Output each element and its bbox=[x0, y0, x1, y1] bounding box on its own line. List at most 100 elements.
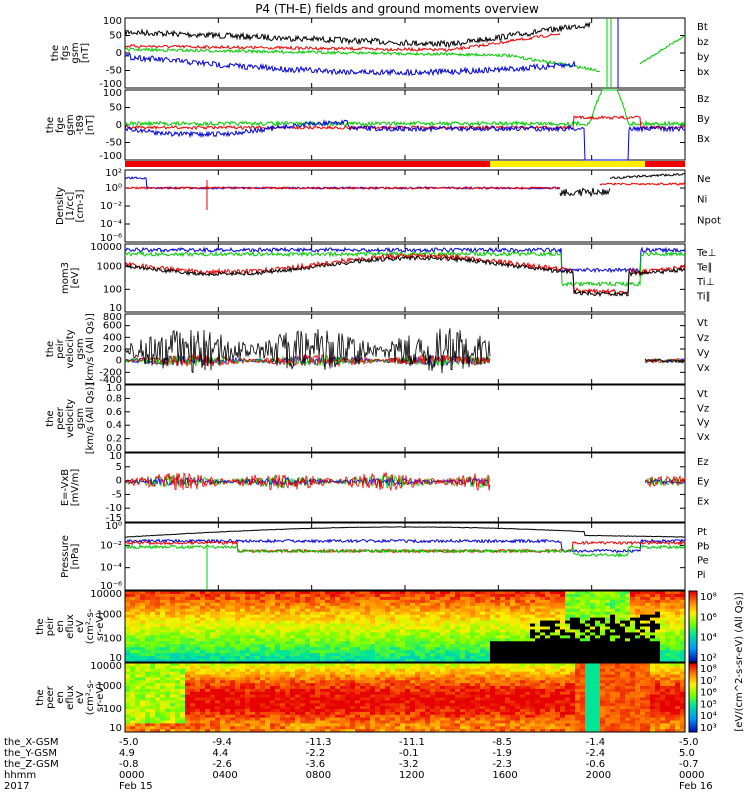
spectrogram-cell bbox=[310, 650, 316, 654]
spectrogram-cell bbox=[150, 674, 156, 678]
spectrogram-cell bbox=[450, 593, 456, 598]
spectrogram-cell bbox=[675, 605, 681, 610]
spectrogram-cell bbox=[225, 647, 231, 651]
spectrogram-cell bbox=[595, 591, 601, 595]
spectrogram-cell bbox=[625, 629, 631, 633]
spectrogram-cell bbox=[485, 683, 491, 687]
spectrogram-cell bbox=[445, 683, 451, 687]
spectrogram-cell bbox=[430, 623, 436, 627]
spectrogram-cell bbox=[165, 591, 171, 595]
spectrogram-cell bbox=[440, 686, 446, 690]
spectrogram-cell bbox=[220, 659, 226, 663]
spectrogram-cell bbox=[225, 703, 231, 707]
spectrogram-cell bbox=[425, 635, 431, 639]
spectrogram-cell bbox=[575, 650, 581, 654]
spectrogram-cell bbox=[405, 717, 411, 721]
spectrogram-cell bbox=[400, 614, 406, 619]
spectrogram-cell bbox=[185, 608, 191, 613]
spectrogram-cell bbox=[450, 711, 456, 716]
spectrogram-cell bbox=[280, 596, 286, 601]
spectrogram-cell bbox=[585, 596, 591, 601]
spectrogram-cell bbox=[340, 683, 346, 687]
spectrogram-cell bbox=[365, 668, 371, 673]
spectrogram-cell bbox=[270, 602, 276, 607]
spectrogram-cell bbox=[270, 593, 276, 598]
spectrogram-cell bbox=[560, 647, 566, 651]
spectrogram-cell bbox=[490, 620, 496, 624]
spectrogram-cell bbox=[445, 623, 451, 627]
spectrogram-cell bbox=[185, 650, 191, 654]
spectrogram-cell bbox=[570, 617, 576, 621]
spectrogram-cell bbox=[440, 623, 446, 627]
spectrogram-cell bbox=[350, 635, 356, 639]
spectrogram-cell bbox=[490, 717, 496, 721]
spectrogram-cell bbox=[545, 638, 551, 642]
spectrogram-cell bbox=[530, 638, 536, 642]
spectrogram-cell bbox=[525, 650, 531, 654]
spectrogram-cell bbox=[225, 605, 231, 610]
spectrogram-cell bbox=[435, 626, 441, 630]
spectrogram-cell bbox=[435, 717, 441, 721]
spectrogram-cell bbox=[500, 602, 506, 607]
spectrogram-cell bbox=[215, 605, 221, 610]
series-Vz-tail bbox=[644, 358, 686, 364]
spectrogram-cell bbox=[265, 700, 271, 704]
spectrogram-cell bbox=[645, 593, 651, 598]
series-Ez bbox=[124, 471, 491, 492]
spectrogram-cell bbox=[205, 593, 211, 598]
spectrogram-cell bbox=[350, 593, 356, 598]
spectrogram-cell bbox=[510, 623, 516, 627]
spectrogram-cell bbox=[195, 671, 201, 675]
spectrogram-cell bbox=[635, 653, 641, 657]
spectrogram-cell bbox=[280, 653, 286, 657]
spectrogram-cell bbox=[240, 605, 246, 610]
spectrogram-cell bbox=[600, 614, 606, 619]
spectrogram-cell bbox=[380, 629, 386, 633]
spectrogram-cell bbox=[360, 723, 366, 727]
spectrogram-cell bbox=[660, 591, 666, 595]
spectrogram-cell bbox=[395, 697, 401, 701]
spectrogram-cell bbox=[405, 726, 411, 730]
spectrogram-cell bbox=[355, 691, 361, 696]
spectrogram-cell bbox=[135, 697, 141, 701]
spectrogram-cell bbox=[415, 626, 421, 630]
spectrogram-cell bbox=[310, 691, 316, 696]
spectrogram-cell bbox=[490, 593, 496, 598]
spectrogram-cell bbox=[205, 680, 211, 684]
spectrogram-cell bbox=[425, 617, 431, 621]
spectrogram-cell bbox=[370, 608, 376, 613]
spectrogram-cell bbox=[140, 677, 146, 681]
spectrogram-cell bbox=[505, 671, 511, 675]
spectrogram-cell bbox=[450, 591, 456, 595]
legend-Ey: Ey bbox=[697, 477, 709, 488]
spectrogram-cell bbox=[385, 683, 391, 687]
spectrogram-cell bbox=[255, 700, 261, 704]
spectrogram-cell bbox=[350, 644, 356, 648]
spectrogram-cell bbox=[370, 626, 376, 630]
spectrogram-cell bbox=[475, 593, 481, 598]
spectrogram-cell bbox=[460, 632, 466, 636]
spectrogram-cell bbox=[505, 591, 511, 595]
spectrogram-cell bbox=[195, 602, 201, 607]
spectrogram-cell bbox=[655, 611, 661, 616]
spectrogram-cell bbox=[370, 709, 376, 713]
spectrogram-cell bbox=[165, 709, 171, 713]
legend-Vx: Vx bbox=[697, 363, 710, 374]
spectrogram-cell bbox=[225, 650, 231, 654]
spectrogram-cell bbox=[130, 706, 136, 710]
spectrogram-cell bbox=[205, 644, 211, 648]
spectrogram-cell bbox=[305, 703, 311, 707]
spectrogram-cell bbox=[595, 629, 601, 633]
spectrogram-cell bbox=[615, 596, 621, 601]
spectrogram-cell bbox=[570, 647, 576, 651]
spectrogram-cell bbox=[425, 668, 431, 673]
spectrogram-cell bbox=[475, 709, 481, 713]
spectrogram-cell bbox=[265, 644, 271, 648]
spectrogram-cell bbox=[185, 620, 191, 624]
spectrogram-cell bbox=[290, 686, 296, 690]
spectrogram-cell bbox=[650, 608, 656, 613]
spectrogram-cell bbox=[365, 714, 371, 719]
spectrogram-cell bbox=[260, 605, 266, 610]
spectrogram-cell bbox=[575, 605, 581, 610]
spectrogram-cell bbox=[145, 599, 151, 604]
